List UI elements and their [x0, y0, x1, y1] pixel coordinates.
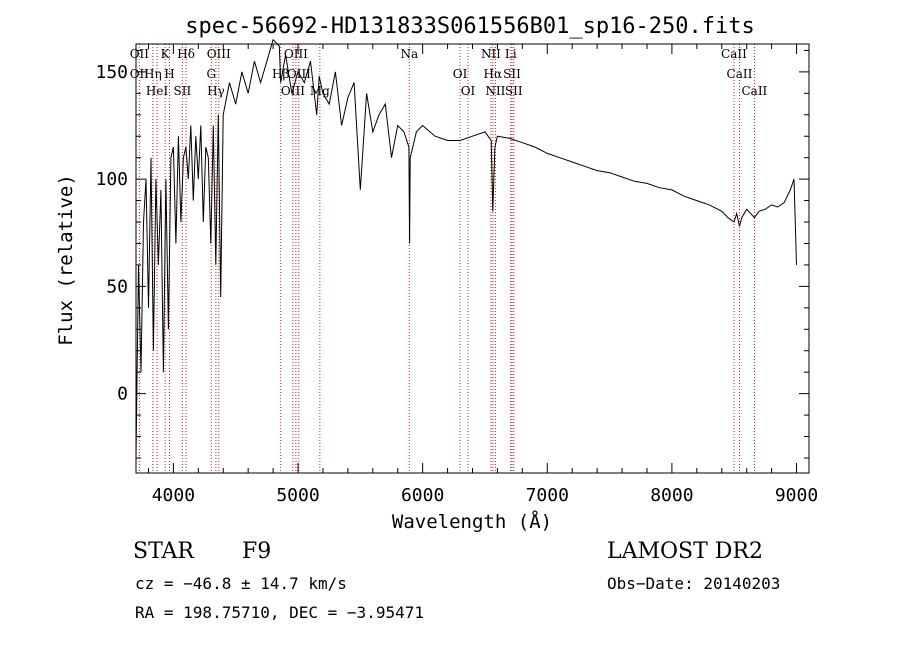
line-label: Hδ	[177, 47, 195, 61]
x-tick-label: 4000	[152, 485, 195, 506]
line-label: G	[206, 67, 216, 81]
chart-title: spec-56692-HD131833S061556B01_sp16-250.f…	[185, 14, 755, 39]
y-tick-label: 100	[95, 169, 128, 190]
line-label: Li	[505, 47, 517, 61]
line-label: OII	[130, 47, 150, 61]
y-axis: 0 50 100 150	[95, 49, 809, 459]
line-label: OI	[461, 84, 476, 98]
y-tick-label: 0	[117, 384, 128, 405]
plot-frame	[135, 43, 810, 474]
line-label: SII	[503, 67, 521, 81]
redshift-value: cz = −46.8 ± 14.7 km/s	[135, 574, 347, 593]
line-label: NII	[485, 84, 505, 98]
line-label: OIII	[284, 47, 308, 61]
coordinates: RA = 198.75710, DEC = −3.95471	[135, 603, 424, 622]
observation-date: Obs−Date: 20140203	[607, 574, 781, 593]
y-axis-label: Flux (relative)	[55, 174, 77, 346]
line-label: OIII	[207, 47, 231, 61]
x-tick-label: 8000	[650, 485, 693, 506]
y-tick-label: 50	[106, 276, 128, 297]
line-label: HeI	[146, 84, 169, 98]
line-label: K	[161, 47, 171, 61]
line-label: Hα	[484, 67, 503, 81]
x-axis-label: Wavelength (Å)	[392, 510, 552, 533]
spectrum-series-line	[135, 38, 797, 459]
line-label: Mg	[310, 84, 330, 98]
emission-line-markers	[138, 44, 755, 473]
line-label: CaII	[727, 67, 753, 81]
survey-name: LAMOST DR2	[607, 539, 763, 564]
line-label: OIII	[281, 84, 305, 98]
x-tick-label: 9000	[775, 485, 818, 506]
line-label: OI	[453, 67, 468, 81]
line-label: OII	[130, 67, 150, 81]
line-labels: OIIOIIHηHeIKHSIIHδGHγOIIIHβOIIIOIIIOIIIM…	[130, 47, 768, 98]
line-label: NII	[481, 47, 501, 61]
x-tick-label: 7000	[526, 485, 569, 506]
object-class: STAR	[133, 539, 194, 564]
x-tick-label: 5000	[276, 485, 319, 506]
x-tick-label: 6000	[401, 485, 444, 506]
line-label: H	[164, 67, 174, 81]
line-label: CaII	[741, 84, 767, 98]
x-axis: 4000 5000 6000 7000 8000 9000	[147, 44, 818, 506]
y-tick-label: 150	[95, 62, 128, 83]
line-label: SII	[174, 84, 192, 98]
object-subclass: F9	[242, 539, 272, 564]
line-label: SII	[505, 84, 523, 98]
line-label: CaII	[721, 47, 747, 61]
line-label: Hη	[144, 67, 162, 81]
line-label: Na	[400, 47, 418, 61]
line-label: Hγ	[207, 84, 225, 98]
